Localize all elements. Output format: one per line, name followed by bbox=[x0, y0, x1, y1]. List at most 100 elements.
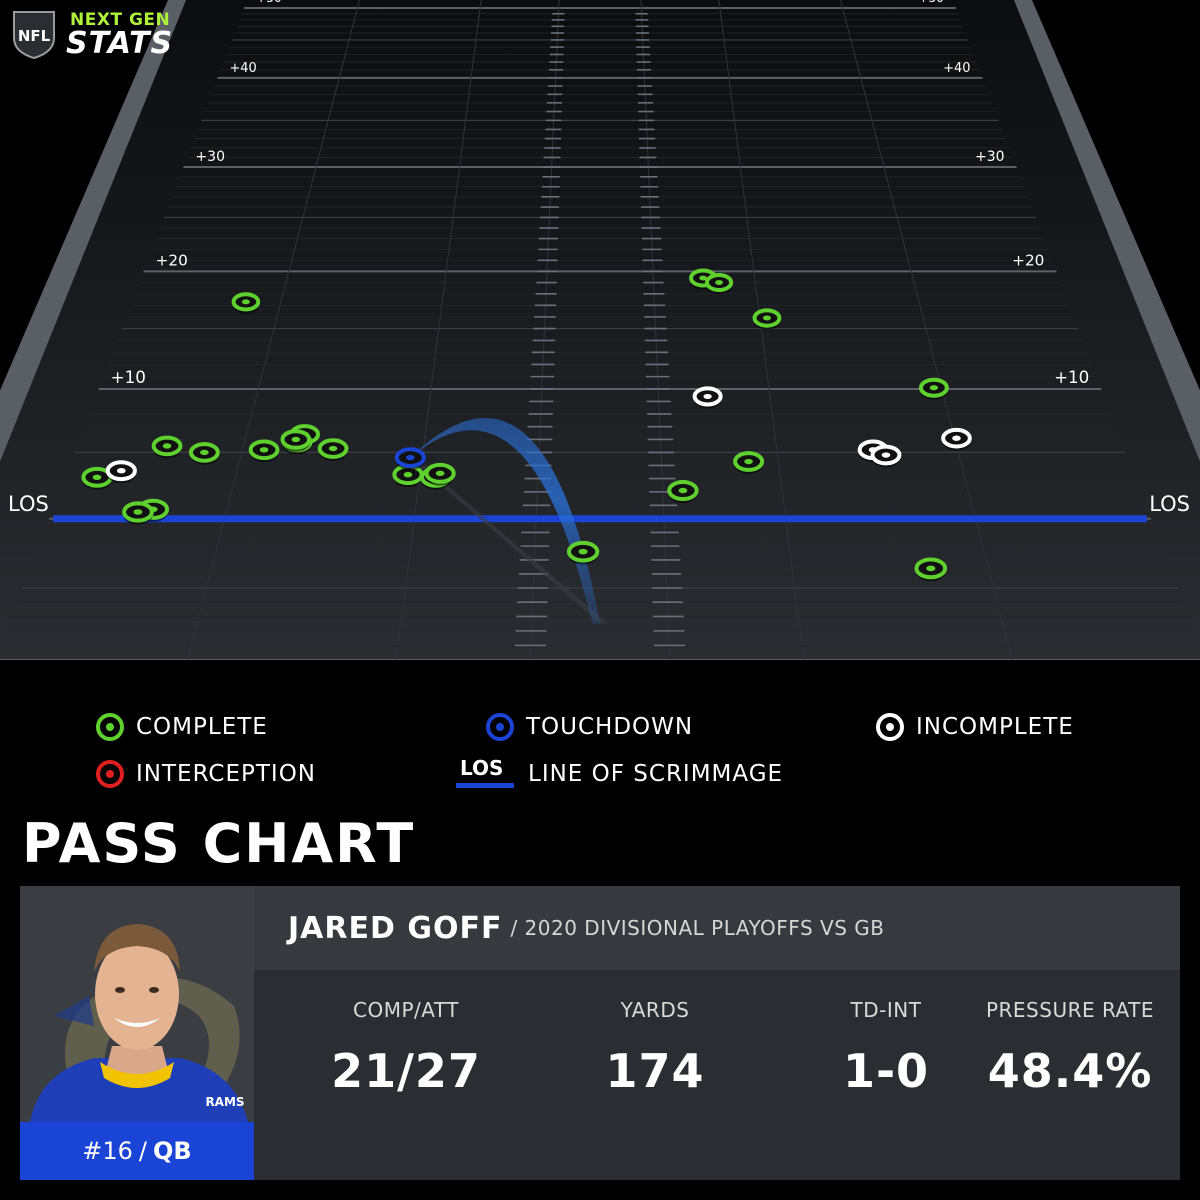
y-tick-left: +10 bbox=[111, 367, 146, 387]
complete-pass-marker bbox=[667, 480, 699, 504]
complete-pass-marker bbox=[151, 435, 183, 459]
complete-pass-marker bbox=[918, 377, 949, 400]
jersey-text: RAMS bbox=[205, 1095, 244, 1109]
left-sideline bbox=[0, 0, 186, 462]
complete-pass-marker bbox=[424, 462, 456, 486]
marker-dot bbox=[762, 315, 771, 321]
legend-los-label: LINE OF SCRIMMAGE bbox=[528, 761, 784, 787]
player-photo: RAMS #16 / QB bbox=[20, 886, 254, 1180]
y-tick-right: +40 bbox=[943, 61, 970, 76]
stat-yards: YARDS 174 bbox=[575, 998, 735, 1098]
touchdown-marker-icon bbox=[486, 713, 514, 741]
legend-incomplete: INCOMPLETE bbox=[876, 711, 1074, 743]
incomplete-pass-marker bbox=[941, 427, 972, 451]
legend-touchdown: TOUCHDOWN bbox=[486, 711, 693, 743]
los-label-left: LOS bbox=[8, 492, 49, 516]
next-gen-stats-logo: NFL NEXT GEN STATS bbox=[8, 6, 178, 62]
stat-label: YARDS bbox=[620, 998, 690, 1022]
incomplete-pass-marker bbox=[870, 444, 902, 468]
y-tick-right: +20 bbox=[1012, 251, 1044, 269]
y-tick-left: +30 bbox=[195, 149, 225, 165]
marker-dot bbox=[162, 443, 172, 449]
complete-marker-icon bbox=[96, 713, 124, 741]
brand-line1: NEXT GEN bbox=[70, 10, 171, 30]
field-grid bbox=[0, 0, 1200, 660]
stat-comp-att: COMP/ATT 21/27 bbox=[326, 998, 486, 1098]
player-card: RAMS #16 / QB JARED GOFF / 2020 DIVISION… bbox=[20, 886, 1180, 1180]
incomplete-pass-marker bbox=[105, 460, 137, 484]
interception-marker-icon bbox=[96, 760, 124, 788]
marker-dot bbox=[406, 454, 415, 461]
pass-chart-field: LOS LOS +10 +10 +20 +20 +30 +30 +40 +40 +50 +50 bbox=[0, 0, 1200, 660]
complete-pass-marker bbox=[317, 438, 349, 461]
field-column-line bbox=[529, 0, 560, 660]
player-position: QB bbox=[153, 1137, 192, 1165]
stat-value: 48.4% bbox=[987, 1044, 1153, 1098]
y-tick-left: +20 bbox=[156, 251, 188, 269]
marker-dot bbox=[200, 449, 209, 456]
marker-dot bbox=[715, 280, 723, 285]
player-name-bar: JARED GOFF / 2020 DIVISIONAL PLAYOFFS VS… bbox=[254, 886, 1180, 970]
field-column-line bbox=[187, 0, 360, 660]
jersey-number: #16 bbox=[82, 1137, 133, 1165]
complete-pass-marker bbox=[733, 451, 765, 474]
marker-dot bbox=[578, 548, 588, 555]
legend-interception: INTERCEPTION bbox=[96, 758, 316, 790]
marker-dot bbox=[133, 509, 143, 515]
marker-dot bbox=[291, 436, 301, 443]
right-sideline bbox=[1014, 0, 1200, 462]
field-column-line bbox=[640, 0, 671, 660]
stat-pressure-rate: PRESSURE RATE 48.4% bbox=[980, 998, 1160, 1098]
complete-pass-marker bbox=[752, 308, 782, 330]
marker-dot bbox=[92, 474, 102, 481]
legend-los: LOS LINE OF SCRIMMAGE bbox=[456, 756, 784, 790]
marker-dot bbox=[926, 565, 936, 572]
player-name: JARED GOFF bbox=[288, 910, 503, 946]
complete-pass-marker bbox=[122, 501, 154, 525]
complete-pass-marker bbox=[914, 557, 948, 582]
marker-dot bbox=[678, 487, 688, 494]
legend-interception-label: INTERCEPTION bbox=[136, 761, 317, 787]
stat-value: 21/27 bbox=[331, 1044, 481, 1098]
complete-pass-marker bbox=[280, 429, 312, 452]
complete-pass-marker bbox=[188, 442, 220, 465]
y-tick-right: +50 bbox=[918, 0, 944, 5]
marker-dot bbox=[435, 470, 445, 477]
field-turf bbox=[0, 0, 1200, 660]
jersey-separator: / bbox=[138, 1137, 148, 1165]
touchdown-pass-marker bbox=[394, 447, 426, 470]
marker-dot bbox=[403, 471, 413, 478]
y-tick-left: +40 bbox=[229, 61, 256, 76]
player-headshot: RAMS bbox=[30, 924, 248, 1122]
complete-pass-marker bbox=[231, 292, 261, 314]
nfl-shield-icon: NFL bbox=[13, 11, 55, 60]
marker-dot bbox=[241, 299, 250, 305]
field-column-line bbox=[840, 0, 1013, 660]
touchdown-arc-path bbox=[410, 417, 600, 624]
field-column-line bbox=[395, 0, 482, 660]
marker-dot bbox=[744, 458, 753, 465]
stat-td-int: TD-INT 1-0 bbox=[806, 998, 966, 1098]
los-label-right: LOS bbox=[1149, 492, 1190, 516]
legend-incomplete-label: INCOMPLETE bbox=[916, 714, 1074, 740]
page-title: PASS CHART bbox=[22, 812, 416, 875]
touchdown-arc bbox=[410, 417, 608, 624]
marker-dot bbox=[116, 467, 126, 474]
y-tick-left: +50 bbox=[256, 0, 282, 5]
stat-value: 1-0 bbox=[842, 1044, 930, 1098]
marker-dot bbox=[259, 447, 269, 453]
brand-line2: STATS bbox=[66, 26, 174, 61]
complete-pass-marker bbox=[704, 272, 734, 295]
legend-touchdown-label: TOUCHDOWN bbox=[526, 714, 694, 740]
los-swatch-text: LOS bbox=[460, 756, 504, 780]
marker-dot bbox=[703, 393, 712, 400]
stat-label: PRESSURE RATE bbox=[985, 998, 1155, 1022]
complete-pass-marker bbox=[248, 439, 280, 463]
marker-dot bbox=[881, 452, 891, 458]
field-column-line bbox=[718, 0, 805, 660]
incomplete-marker-icon bbox=[876, 713, 904, 741]
marker-dot bbox=[328, 445, 338, 452]
stat-value: 174 bbox=[605, 1044, 705, 1098]
complete-pass-marker bbox=[566, 540, 600, 565]
legend-complete-label: COMPLETE bbox=[136, 714, 268, 740]
